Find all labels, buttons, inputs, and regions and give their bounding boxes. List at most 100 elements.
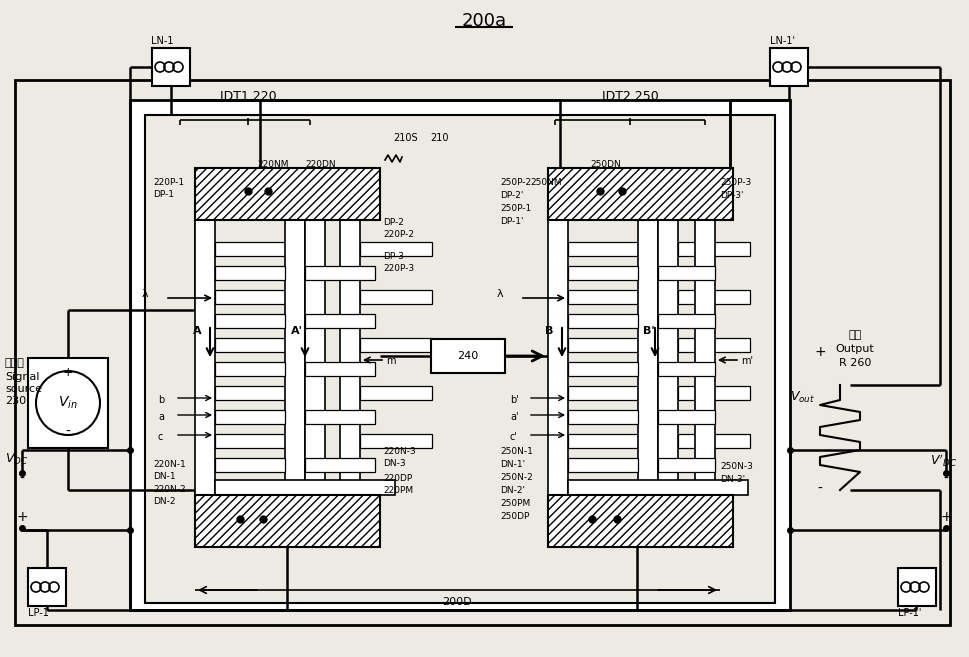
Bar xyxy=(215,434,290,448)
Bar xyxy=(215,338,290,352)
Text: λ: λ xyxy=(496,289,503,299)
Text: Signal: Signal xyxy=(5,372,40,382)
Bar xyxy=(695,220,715,495)
Text: $V'_{DC}$: $V'_{DC}$ xyxy=(930,452,957,468)
Text: A': A' xyxy=(291,326,303,336)
Text: source: source xyxy=(5,384,42,394)
Bar xyxy=(568,338,643,352)
Bar xyxy=(658,362,715,376)
Bar xyxy=(568,458,638,472)
Bar xyxy=(360,290,432,304)
Bar xyxy=(215,362,285,376)
Text: 220DP: 220DP xyxy=(383,474,412,483)
Text: $V_{DC}$: $V_{DC}$ xyxy=(5,452,28,467)
Bar xyxy=(15,80,950,625)
Text: $V_{in}$: $V_{in}$ xyxy=(58,395,78,411)
Bar xyxy=(548,495,733,547)
Text: B: B xyxy=(545,326,553,336)
Text: -: - xyxy=(19,472,24,486)
Text: +: + xyxy=(63,367,74,380)
Bar xyxy=(678,386,750,400)
Bar xyxy=(215,480,395,495)
Bar xyxy=(215,410,285,424)
Text: DP-2: DP-2 xyxy=(383,218,404,227)
Bar xyxy=(195,168,380,220)
Text: 250N-3: 250N-3 xyxy=(720,462,753,471)
Text: 输出: 输出 xyxy=(849,330,861,340)
Bar xyxy=(215,290,290,304)
Bar xyxy=(770,48,808,86)
Text: 250P-3: 250P-3 xyxy=(720,178,751,187)
Text: DP-1: DP-1 xyxy=(153,190,174,199)
Text: LN-1: LN-1 xyxy=(151,36,173,46)
Bar xyxy=(195,495,380,547)
Text: +: + xyxy=(16,510,28,524)
Bar xyxy=(130,100,790,610)
Text: a: a xyxy=(158,412,164,422)
Bar xyxy=(568,242,643,256)
Text: 220NM: 220NM xyxy=(257,160,289,169)
Bar xyxy=(568,386,643,400)
Bar xyxy=(568,362,638,376)
Bar xyxy=(305,362,375,376)
Text: +: + xyxy=(814,345,826,359)
Text: LN-1': LN-1' xyxy=(770,36,795,46)
Bar xyxy=(898,568,936,606)
Text: DN-2': DN-2' xyxy=(500,486,525,495)
Bar xyxy=(215,458,285,472)
Text: 220P-1: 220P-1 xyxy=(153,178,184,187)
Bar xyxy=(658,220,678,495)
Bar xyxy=(568,410,638,424)
Text: 220N-2: 220N-2 xyxy=(153,485,186,494)
Text: 250P-1: 250P-1 xyxy=(500,204,531,213)
Text: a': a' xyxy=(510,412,518,422)
Bar xyxy=(548,220,568,495)
FancyBboxPatch shape xyxy=(431,339,505,373)
Bar xyxy=(678,242,750,256)
Text: 200D: 200D xyxy=(442,597,472,607)
Text: 250P-2: 250P-2 xyxy=(500,178,531,187)
Bar xyxy=(568,434,643,448)
Bar xyxy=(215,386,290,400)
Bar xyxy=(360,338,432,352)
Bar xyxy=(145,115,775,603)
Text: b: b xyxy=(158,395,165,405)
Text: 200a: 200a xyxy=(461,12,507,30)
Bar xyxy=(360,242,432,256)
Text: DP-3: DP-3 xyxy=(383,252,404,261)
Bar xyxy=(548,168,733,220)
Text: c': c' xyxy=(510,432,517,442)
Text: 250NM: 250NM xyxy=(530,178,562,187)
Bar xyxy=(195,220,215,495)
Bar xyxy=(215,266,285,280)
Text: 210S: 210S xyxy=(393,133,418,143)
Text: 250PM: 250PM xyxy=(500,499,530,508)
Bar xyxy=(568,314,638,328)
Text: R 260: R 260 xyxy=(839,358,871,368)
Text: DN-3': DN-3' xyxy=(720,475,745,484)
Text: 220P-3: 220P-3 xyxy=(383,264,414,273)
Bar xyxy=(340,220,360,495)
Bar xyxy=(678,338,750,352)
Text: DN-1: DN-1 xyxy=(153,472,175,481)
Bar xyxy=(28,568,66,606)
Bar xyxy=(678,290,750,304)
Bar xyxy=(152,48,190,86)
Bar xyxy=(215,242,290,256)
Bar xyxy=(28,358,108,448)
Circle shape xyxy=(36,371,100,435)
Bar xyxy=(658,266,715,280)
Text: DN-2: DN-2 xyxy=(153,497,175,506)
Text: DN-1': DN-1' xyxy=(500,460,525,469)
Text: 220N-3: 220N-3 xyxy=(383,447,416,456)
Text: 250N-2: 250N-2 xyxy=(500,473,533,482)
Bar xyxy=(658,314,715,328)
Text: 230: 230 xyxy=(5,396,26,406)
Bar xyxy=(360,434,432,448)
Text: 220PM: 220PM xyxy=(383,486,413,495)
Text: 240: 240 xyxy=(457,351,479,361)
Text: LP-1: LP-1 xyxy=(28,608,48,618)
Bar xyxy=(285,220,305,495)
Text: 250DN: 250DN xyxy=(590,160,621,169)
Bar xyxy=(568,480,748,495)
